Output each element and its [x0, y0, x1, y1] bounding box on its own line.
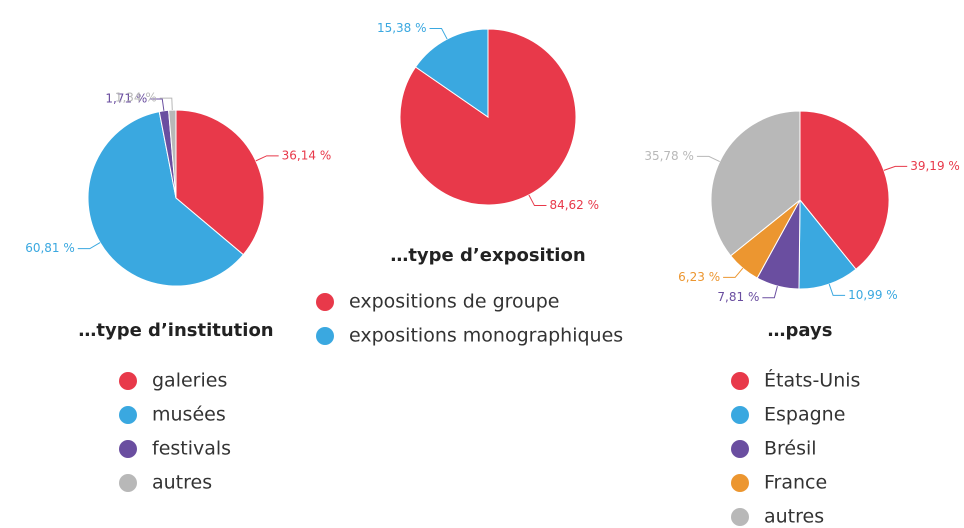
- legend-label: Brésil: [764, 438, 817, 460]
- leader-line: [762, 285, 778, 299]
- pie-title: …pays: [768, 320, 833, 341]
- legend-label: France: [764, 472, 827, 494]
- leader-line: [696, 155, 720, 163]
- value-label: 6,23 %: [678, 270, 720, 284]
- legend-label: expositions de groupe: [349, 291, 559, 313]
- leader-line: [828, 283, 846, 296]
- legend-swatch: [731, 372, 749, 390]
- legend-swatch: [731, 406, 749, 424]
- legend-label: autres: [152, 472, 212, 494]
- legend-swatch: [731, 440, 749, 458]
- pie-slice: [168, 109, 177, 199]
- legend-swatch: [731, 474, 749, 492]
- legend-label: autres: [764, 506, 824, 528]
- pie-title: …type d’exposition: [390, 245, 585, 266]
- legend-label: expositions monographiques: [349, 325, 623, 347]
- value-label: 1,34 %: [115, 91, 157, 105]
- legend-label: festivals: [152, 438, 231, 460]
- value-label: 7,81 %: [717, 290, 759, 304]
- legend-swatch: [316, 327, 334, 345]
- legend-swatch: [119, 474, 137, 492]
- value-label: 36,14 %: [282, 148, 332, 162]
- leader-line: [429, 27, 448, 40]
- pie-slice: [799, 110, 890, 270]
- value-label: 10,99 %: [848, 288, 898, 302]
- leader-line: [77, 242, 101, 250]
- leader-line: [255, 155, 279, 162]
- legend-label: galeries: [152, 370, 227, 392]
- pie-slice: [414, 28, 489, 118]
- legend-swatch: [119, 440, 137, 458]
- legend-swatch: [731, 508, 749, 526]
- value-label: 39,19 %: [910, 159, 960, 173]
- leader-line: [883, 165, 908, 171]
- legend-label: États-Unis: [764, 369, 860, 392]
- pie-title: …type d’institution: [78, 320, 273, 341]
- leader-line: [150, 98, 165, 111]
- leader-line: [723, 267, 744, 278]
- leader-line: [159, 97, 173, 111]
- pie-slice: [710, 110, 801, 257]
- value-label: 60,81 %: [25, 241, 75, 255]
- value-label: 15,38 %: [377, 21, 427, 35]
- value-label: 84,62 %: [549, 198, 599, 212]
- value-label: 1,71 %: [105, 91, 147, 105]
- legend-swatch: [119, 372, 137, 390]
- pie-slice: [87, 111, 245, 287]
- legend-swatch: [316, 293, 334, 311]
- value-label: 35,78 %: [644, 149, 694, 163]
- legend-swatch: [119, 406, 137, 424]
- legend-label: Espagne: [764, 404, 845, 426]
- leader-line: [528, 194, 547, 207]
- legend-label: musées: [152, 404, 226, 426]
